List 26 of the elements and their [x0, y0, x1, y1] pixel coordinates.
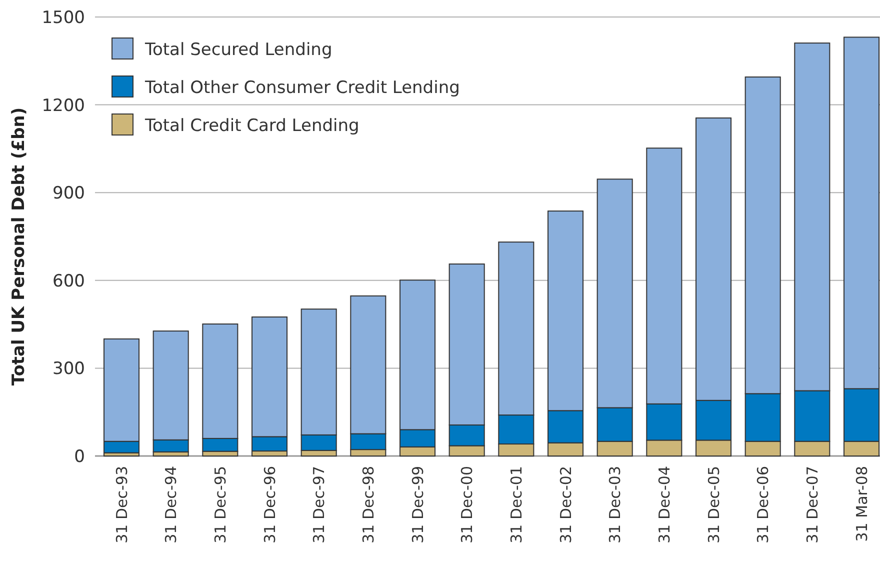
x-tick-label: 31 Dec-93 — [112, 466, 131, 544]
x-tick-label: 31 Dec-98 — [359, 466, 378, 544]
x-tick-label: 31 Dec-96 — [260, 466, 279, 544]
legend-label: Total Secured Lending — [144, 40, 332, 60]
y-tick-label: 1500 — [42, 8, 85, 28]
x-tick-label: 31 Dec-97 — [310, 466, 328, 544]
x-tick-label: 31 Dec-00 — [458, 466, 476, 544]
y-axis-title: Total UK Personal Debt (£bn) — [9, 107, 29, 386]
x-tick-label: 31 Dec-99 — [408, 466, 427, 544]
legend-label: Total Credit Card Lending — [144, 116, 360, 136]
legend-label: Total Other Consumer Credit Lending — [144, 78, 460, 98]
x-tick-label: 31 Dec-95 — [211, 466, 230, 544]
x-tick-label: 31 Dec-05 — [704, 466, 723, 544]
y-tick-label: 600 — [52, 271, 85, 292]
y-tick-label: 1200 — [42, 96, 85, 116]
x-tick-label: 31 Dec-02 — [556, 466, 575, 544]
y-tick-label: 900 — [52, 184, 85, 204]
x-tick-label: 31 Dec-03 — [606, 466, 624, 544]
x-tick-label: 31 Dec-94 — [162, 466, 180, 544]
y-tick-label: 300 — [52, 359, 85, 380]
y-tick-label: 0 — [74, 446, 85, 467]
x-tick-label: 31 Dec-01 — [507, 466, 526, 544]
x-tick-label: 31 Dec-04 — [655, 466, 674, 544]
x-tick-label: 31 Dec-06 — [754, 466, 772, 544]
x-tick-label: 31 Dec-07 — [803, 466, 822, 544]
x-tick-label: 31 Mar-08 — [852, 466, 871, 542]
